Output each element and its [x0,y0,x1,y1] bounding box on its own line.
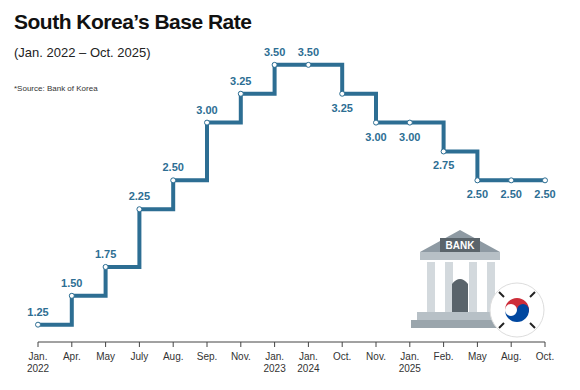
svg-text:Nov.: Nov. [231,351,251,362]
svg-text:3.25: 3.25 [331,102,352,114]
svg-text:3.00: 3.00 [399,131,420,143]
svg-text:July: July [131,351,149,362]
svg-text:Apr.: Apr. [63,351,81,362]
svg-text:3.50: 3.50 [298,46,319,58]
html-text:*Source: Bank of Korea: *Source: Bank of Korea [14,84,98,93]
svg-text:Jan.2022: Jan.2022 [27,351,50,374]
svg-text:1.50: 1.50 [61,277,82,289]
svg-text:3.00: 3.00 [196,104,217,116]
svg-text:1.25: 1.25 [27,306,48,318]
svg-text:Oct.: Oct. [536,351,554,362]
svg-text:Jan.2025: Jan.2025 [399,351,422,374]
svg-text:Jan.2024: Jan.2024 [297,351,320,374]
html-text:South Korea’s Base Rate: South Korea’s Base Rate [14,10,252,33]
svg-text:2.25: 2.25 [129,190,150,202]
svg-text:Aug.: Aug. [163,351,184,362]
svg-text:May: May [468,351,487,362]
svg-text:2.50: 2.50 [500,188,521,200]
svg-text:1.75: 1.75 [95,248,116,260]
svg-text:Feb.: Feb. [434,351,454,362]
svg-text:May: May [96,351,115,362]
svg-text:Sep.: Sep. [197,351,218,362]
svg-text:2.75: 2.75 [433,159,454,171]
svg-text:Aug.: Aug. [501,351,522,362]
svg-text:Nov.: Nov. [366,351,386,362]
svg-text:3.50: 3.50 [264,46,285,58]
svg-text:2.50: 2.50 [467,188,488,200]
svg-text:2.50: 2.50 [534,188,555,200]
svg-text:3.25: 3.25 [230,75,251,87]
svg-text:Oct.: Oct. [333,351,351,362]
svg-text:Jan.2023: Jan.2023 [263,351,286,374]
html-text:(Jan. 2022 – Oct. 2025): (Jan. 2022 – Oct. 2025) [14,45,151,60]
svg-text:3.00: 3.00 [365,131,386,143]
svg-text:2.50: 2.50 [162,161,183,173]
svg-text:BANK: BANK [446,240,476,251]
